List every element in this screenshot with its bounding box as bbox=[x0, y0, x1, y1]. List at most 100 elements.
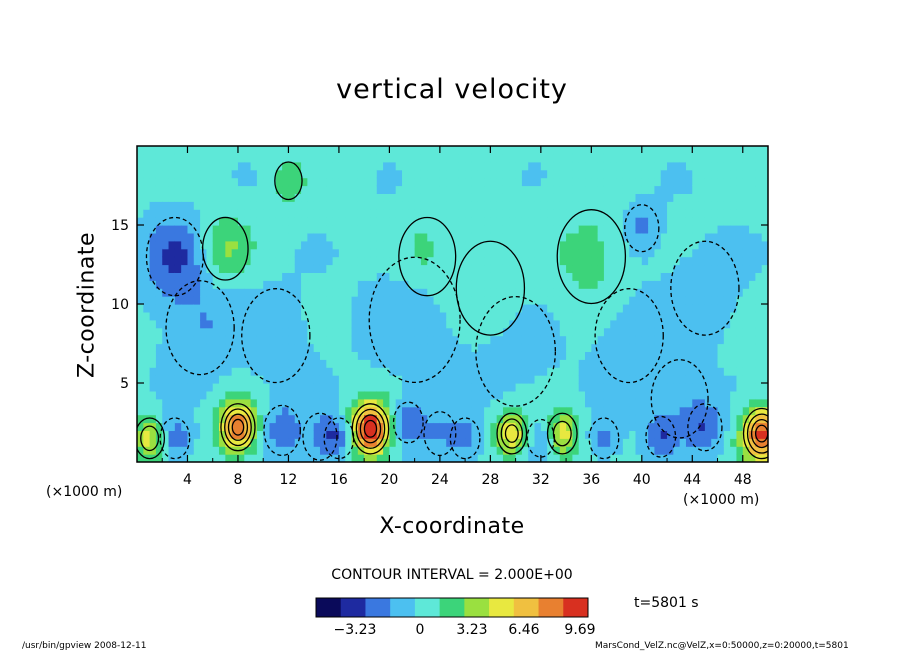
field-cell bbox=[711, 422, 719, 431]
field-cell bbox=[730, 153, 738, 163]
field-cell bbox=[685, 375, 693, 384]
field-cell bbox=[187, 288, 195, 297]
field-cell bbox=[673, 311, 681, 321]
field-cell bbox=[275, 153, 283, 163]
field-cell bbox=[553, 383, 561, 392]
field-cell bbox=[364, 367, 372, 376]
field-cell bbox=[660, 406, 668, 416]
field-cell bbox=[433, 272, 441, 281]
field-cell bbox=[395, 177, 403, 187]
field-cell bbox=[692, 225, 700, 234]
field-cell bbox=[471, 217, 479, 226]
field-cell bbox=[307, 177, 315, 187]
field-cell bbox=[319, 153, 327, 163]
field-cell bbox=[402, 296, 409, 305]
field-cell bbox=[288, 209, 296, 218]
field-cell bbox=[471, 146, 479, 155]
field-cell bbox=[711, 217, 719, 226]
field-cell bbox=[301, 146, 308, 155]
field-cell bbox=[181, 169, 189, 179]
field-cell bbox=[698, 335, 706, 345]
field-cell bbox=[282, 153, 290, 163]
field-cell bbox=[275, 398, 283, 408]
field-cell bbox=[540, 454, 548, 462]
field-cell bbox=[534, 327, 542, 337]
field-cell bbox=[610, 177, 618, 187]
field-cell bbox=[458, 193, 466, 202]
field-cell bbox=[717, 383, 725, 392]
field-cell bbox=[553, 193, 561, 202]
field-cell bbox=[364, 351, 372, 360]
field-cell bbox=[610, 193, 618, 202]
field-cell bbox=[294, 185, 302, 194]
field-cell bbox=[654, 454, 662, 462]
field-cell bbox=[591, 319, 599, 329]
field-cell bbox=[288, 390, 296, 400]
field-cell bbox=[711, 201, 719, 210]
field-cell bbox=[181, 311, 189, 321]
field-cell bbox=[225, 264, 233, 273]
field-cell bbox=[496, 240, 504, 250]
field-cell bbox=[275, 177, 283, 187]
field-cell bbox=[389, 161, 397, 171]
field-cell bbox=[319, 201, 327, 210]
field-cell bbox=[168, 264, 176, 273]
field-cell bbox=[446, 383, 454, 392]
field-cell bbox=[168, 398, 176, 408]
field-cell bbox=[206, 225, 214, 234]
field-cell bbox=[389, 288, 397, 297]
colorbar-swatch bbox=[316, 598, 342, 617]
field-cell bbox=[326, 406, 334, 416]
field-cell bbox=[225, 248, 233, 258]
field-cell bbox=[553, 280, 561, 289]
field-cell bbox=[515, 327, 523, 337]
field-cell bbox=[616, 177, 624, 187]
field-cell bbox=[256, 375, 264, 384]
contour-interval-label: CONTOUR INTERVAL = 2.000E+00 bbox=[331, 567, 573, 583]
field-cell bbox=[364, 209, 372, 218]
field-cell bbox=[534, 375, 542, 384]
field-cell bbox=[231, 327, 239, 337]
field-cell bbox=[162, 209, 170, 218]
field-cell bbox=[723, 390, 731, 400]
field-cell bbox=[692, 272, 700, 281]
field-cell bbox=[408, 146, 416, 155]
field-cell bbox=[200, 169, 208, 179]
field-cell bbox=[332, 390, 340, 400]
field-cell bbox=[307, 264, 315, 273]
field-cell bbox=[256, 153, 264, 163]
field-cell bbox=[761, 209, 768, 218]
field-cell bbox=[736, 146, 744, 155]
field-cell bbox=[515, 311, 523, 321]
field-cell bbox=[679, 304, 687, 313]
field-cell bbox=[723, 359, 731, 368]
field-cell bbox=[282, 146, 290, 155]
contour-line bbox=[742, 407, 768, 460]
field-cell bbox=[370, 335, 378, 345]
field-cell bbox=[597, 454, 605, 462]
field-cell bbox=[471, 296, 479, 305]
x-tick-label: 16 bbox=[330, 472, 348, 488]
field-cell bbox=[641, 272, 649, 281]
field-cell bbox=[591, 406, 599, 416]
field-cell bbox=[717, 406, 725, 416]
field-cell bbox=[629, 272, 637, 281]
field-cell bbox=[244, 169, 252, 179]
contour-line bbox=[159, 417, 191, 460]
field-cell bbox=[648, 296, 656, 305]
field-cell bbox=[345, 288, 353, 297]
field-cell bbox=[351, 288, 359, 297]
field-cell bbox=[496, 422, 504, 431]
field-cell bbox=[193, 327, 201, 337]
field-cell bbox=[219, 225, 226, 234]
field-cell bbox=[704, 161, 712, 171]
field-cell bbox=[345, 153, 353, 163]
field-cell bbox=[559, 343, 567, 352]
field-cell bbox=[534, 319, 542, 329]
field-cell bbox=[484, 319, 491, 329]
field-cell bbox=[660, 422, 668, 431]
field-cell bbox=[237, 161, 245, 171]
field-cell bbox=[269, 446, 277, 455]
field-cell bbox=[420, 193, 428, 202]
field-cell bbox=[433, 256, 441, 266]
